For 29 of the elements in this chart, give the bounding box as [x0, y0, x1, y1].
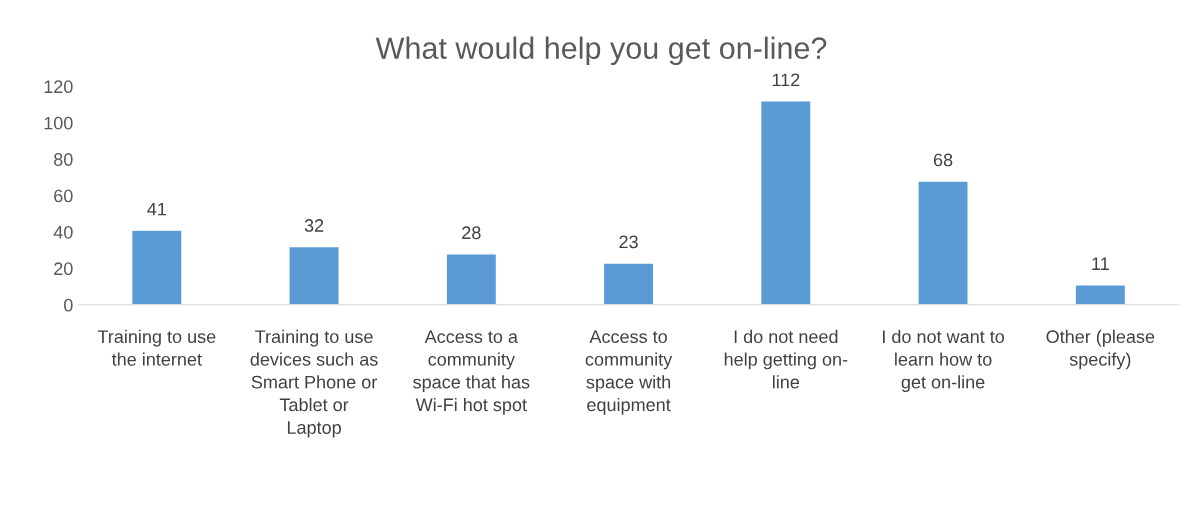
y-tick-label: 20 [54, 262, 73, 276]
y-tick-label: 100 [44, 116, 73, 130]
bar [445, 253, 498, 305]
bar [1074, 284, 1127, 305]
data-label: 23 [619, 235, 638, 249]
data-label: 41 [147, 202, 166, 216]
data-label: 32 [304, 219, 324, 232]
data-label: 28 [462, 226, 481, 240]
x-tick-label: Other (please specify) [1046, 329, 1155, 370]
x-tick-label: Training to use devices such as Smart Phone or Tablet or Laptop [250, 329, 378, 438]
bar [917, 180, 969, 305]
data-label: 112 [772, 73, 800, 87]
x-tick-label: Access to community space with equipment [585, 330, 673, 415]
y-tick-label: 120 [44, 80, 73, 94]
bar [602, 262, 655, 305]
x-tick-label: I do not need help getting on- line [724, 329, 848, 389]
x-tick-label: Access to a community space that has Wi-Fi hot spot [413, 330, 530, 415]
bar [130, 229, 183, 305]
bar [288, 245, 340, 305]
data-label: 68 [933, 153, 953, 167]
y-tick-label: 60 [54, 189, 73, 203]
x-tick-label: Training to use the internet [97, 329, 216, 366]
bar [759, 100, 812, 305]
y-tick-label: 0 [64, 298, 73, 312]
x-tick-label: I do not want to learn how to get on-line [883, 329, 1005, 393]
y-tick-label: 80 [54, 153, 73, 166]
data-label: 11 [1092, 257, 1109, 270]
chart-title: What would help you get on-line? [375, 36, 827, 66]
y-tick-label: 40 [53, 225, 73, 239]
